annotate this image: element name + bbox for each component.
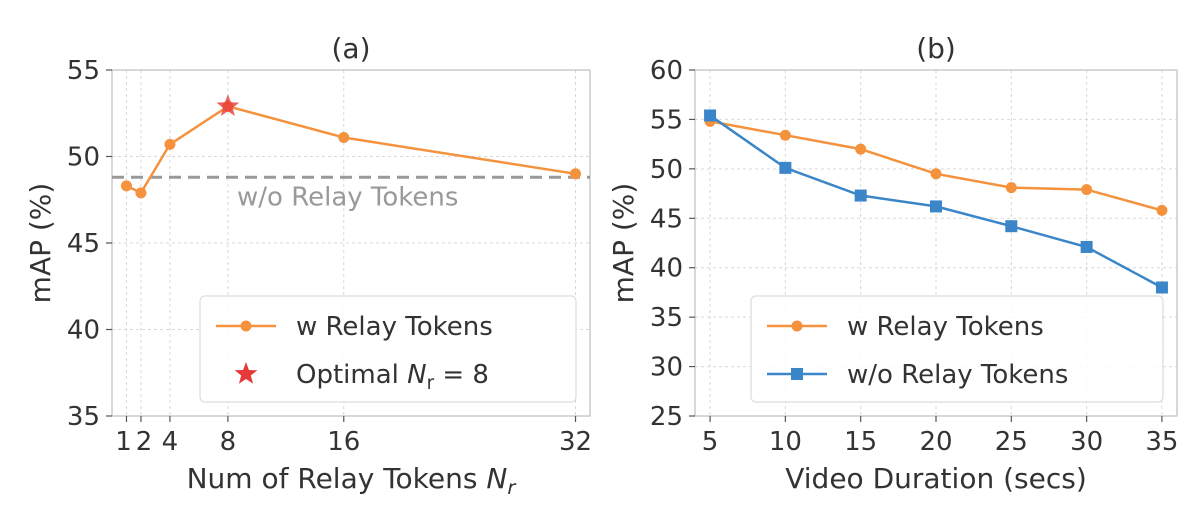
x-tick-label: 1: [115, 427, 132, 457]
data-point: [855, 143, 867, 155]
legend-label: w/o Relay Tokens: [847, 360, 1068, 390]
y-tick-label: 30: [650, 353, 683, 383]
data-point: [930, 168, 942, 180]
data-point: [779, 161, 792, 174]
legend-label: w Relay Tokens: [296, 312, 493, 342]
legend-marker: [240, 320, 252, 332]
legend-marker: [791, 368, 803, 380]
series-line-0: [125, 104, 576, 195]
data-point: [1155, 281, 1168, 294]
data-point: [570, 168, 582, 180]
data-point: [779, 129, 791, 141]
y-tick-label: 50: [650, 155, 683, 185]
y-tick-label: 55: [650, 105, 683, 135]
y-tick-label: 35: [650, 303, 683, 333]
chart-panel-0: 35 40 45 50 55 1 2 4 8 16 32 (a) Num of Relay Tokens…: [24, 32, 592, 499]
data-point: [704, 109, 717, 122]
x-tick-label: 32: [559, 427, 592, 457]
legend-box: [199, 295, 577, 403]
chart-title: (a): [331, 32, 370, 65]
data-point: [854, 189, 867, 202]
legend-marker: [234, 362, 258, 384]
data-point: [120, 180, 132, 192]
x-tick-label: 4: [162, 427, 179, 457]
x-tick-label: 10: [769, 427, 802, 457]
x-tick-label: 2: [136, 427, 153, 457]
x-axis-label: Video Duration (secs): [785, 462, 1087, 495]
x-tick-label: 30: [1070, 427, 1103, 457]
y-tick-label: 45: [650, 204, 683, 234]
y-axis-label: mAP (%): [24, 183, 57, 304]
y-axis-label: mAP (%): [607, 183, 640, 304]
data-point: [1005, 182, 1017, 194]
x-tick-label: 5: [702, 427, 719, 457]
x-axis-label: Num of Relay Tokens Nr: [187, 462, 518, 499]
y-tick-label: 35: [67, 402, 100, 432]
legend-box: [750, 295, 1164, 403]
y-tick-label: 25: [650, 402, 683, 432]
y-tick-label: 60: [650, 56, 683, 86]
data-point: [135, 187, 147, 199]
optimal-star: [216, 94, 240, 116]
y-tick-label: 55: [67, 56, 100, 86]
legend-label: w Relay Tokens: [847, 312, 1044, 342]
chart-title: (b): [916, 32, 956, 65]
legend-label: Optimal Nr = 8: [296, 360, 489, 394]
x-tick-label: 25: [995, 427, 1028, 457]
x-tick-label: 15: [844, 427, 877, 457]
baseline-label: w/o Relay Tokens: [237, 182, 458, 212]
data-point: [338, 131, 350, 143]
x-tick-label: 35: [1145, 427, 1178, 457]
y-tick-label: 50: [67, 143, 100, 173]
data-point: [1080, 240, 1093, 253]
legend-marker: [791, 320, 803, 332]
x-tick-label: 16: [327, 427, 360, 457]
x-tick-label: 20: [919, 427, 952, 457]
data-point: [164, 138, 176, 150]
y-tick-label: 40: [650, 254, 683, 284]
legend: w Relay Tokens Optimal Nr = 8: [199, 295, 577, 403]
data-point: [1156, 204, 1168, 216]
y-tick-label: 40: [67, 316, 100, 346]
legend: w Relay Tokens w/o Relay Tokens: [750, 295, 1164, 403]
x-tick-label: 8: [220, 427, 237, 457]
data-point: [1005, 220, 1018, 233]
chart-panel-1: 25 30 35 40 45 50 55 60 5 10 15 20 25 30 35 (b) Video Du…: [607, 32, 1178, 495]
data-point: [930, 200, 942, 213]
y-tick-label: 45: [67, 229, 100, 259]
data-point: [1081, 184, 1093, 196]
